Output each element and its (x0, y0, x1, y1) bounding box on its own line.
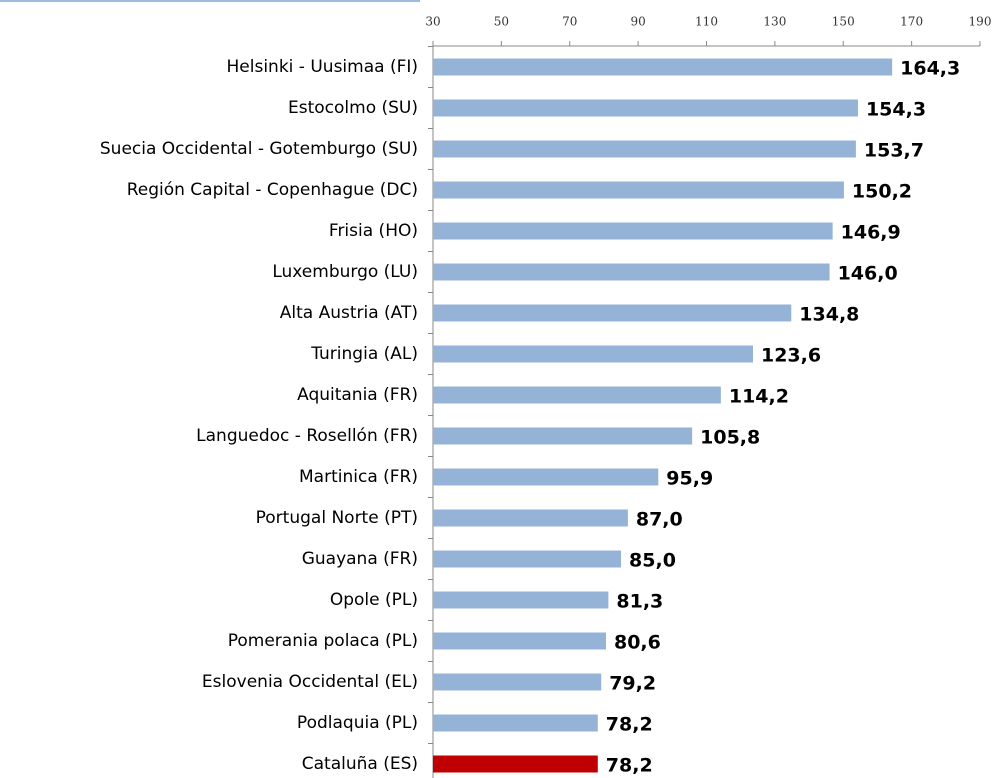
bar (433, 222, 833, 240)
value-label: 85,0 (629, 550, 676, 572)
y-tick-label: Luxemburgo (LU) (272, 262, 418, 282)
x-tick-label: 130 (763, 15, 786, 29)
y-tick-label: Languedoc - Rosellón (FR) (196, 426, 418, 446)
bar (433, 386, 721, 404)
value-label: 80,6 (614, 632, 661, 654)
value-label: 150,2 (852, 181, 912, 203)
x-tick-label: 30 (425, 15, 440, 29)
x-tick-label: 150 (832, 15, 855, 29)
bar (433, 99, 858, 117)
y-tick-label: Helsinki - Uusimaa (FI) (227, 57, 418, 77)
value-label: 105,8 (700, 427, 760, 449)
y-tick-label: Eslovenia Occidental (EL) (202, 672, 418, 692)
y-tick-label: Alta Austria (AT) (280, 303, 418, 323)
bar (433, 181, 844, 199)
value-label: 114,2 (729, 386, 789, 408)
bar (433, 304, 792, 322)
bar (433, 632, 606, 650)
bar (433, 550, 622, 568)
value-label: 81,3 (616, 591, 663, 613)
value-label: 79,2 (609, 673, 656, 695)
x-tick-label: 170 (900, 15, 923, 29)
y-tick-label: Guayana (FR) (302, 549, 418, 569)
x-tick-label: 90 (630, 15, 645, 29)
y-tick-label: Frisia (HO) (329, 221, 418, 241)
bar (433, 591, 609, 609)
value-label: 123,6 (761, 345, 821, 367)
bar (433, 714, 598, 732)
y-tick-label: Estocolmo (SU) (288, 98, 418, 118)
y-tick-label: Turingia (AL) (310, 344, 418, 364)
y-tick-label: Portugal Norte (PT) (256, 508, 418, 528)
value-label: 153,7 (864, 140, 924, 162)
bar (433, 140, 856, 158)
value-label: 78,2 (606, 755, 653, 777)
value-label: 78,2 (606, 714, 653, 736)
y-tick-label: Suecia Occidental - Gotemburgo (SU) (100, 139, 418, 159)
x-tick-label: 50 (494, 15, 509, 29)
y-tick-label: Opole (PL) (330, 590, 418, 610)
bar (433, 427, 693, 445)
bar (433, 345, 753, 363)
y-tick-label: Cataluña (ES) (302, 754, 418, 774)
x-tick-label: 70 (562, 15, 577, 29)
bar (433, 263, 830, 281)
x-tick-label: 110 (695, 15, 718, 29)
value-label: 146,0 (838, 263, 898, 285)
y-tick-label: Aquitania (FR) (297, 385, 418, 405)
value-label: 154,3 (866, 99, 926, 121)
value-label: 134,8 (799, 304, 859, 326)
bar (433, 673, 602, 691)
bar (433, 509, 628, 527)
y-tick-label: Pomerania polaca (PL) (228, 631, 418, 651)
bar (433, 755, 598, 773)
bar (433, 58, 893, 76)
y-tick-label: Podlaquia (PL) (297, 713, 418, 733)
y-tick-label: Región Capital - Copenhague (DC) (127, 180, 418, 200)
x-tick-label: 190 (969, 15, 992, 29)
y-tick-label: Martinica (FR) (299, 467, 418, 487)
value-label: 87,0 (636, 509, 683, 531)
value-label: 95,9 (666, 468, 713, 490)
value-label: 164,3 (900, 58, 960, 80)
bar (433, 468, 659, 486)
value-label: 146,9 (841, 222, 901, 244)
